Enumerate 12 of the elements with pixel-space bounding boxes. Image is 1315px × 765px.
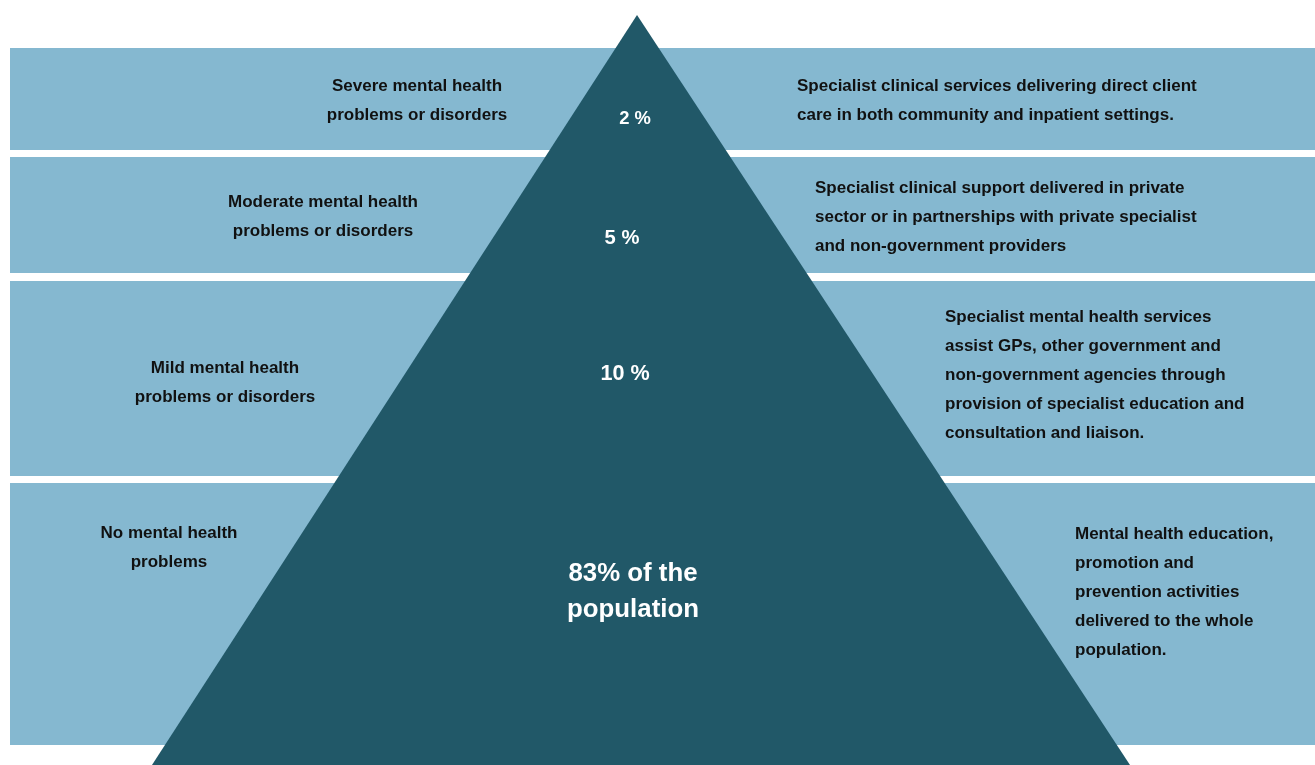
text: Specialist mental health services assist GPs, other government and non-government agencies through provision of specialist education and consultation and liaison. (945, 305, 1246, 444)
data-label: 2 % (618, 106, 652, 130)
category-label: Severe mental health problems or disorders (325, 75, 509, 126)
category-label: Mild mental health problems or disorders (133, 357, 317, 408)
text: Mental health education, promotion and prevention activities delivered to the whole population. (1075, 522, 1275, 661)
text: Specialist clinical support delivered in private sector or in partnerships with private specialist and non-government providers (815, 176, 1198, 257)
data-label: 83% of the population (566, 557, 700, 624)
category-label: Moderate mental health problems or disorders (227, 191, 419, 242)
data-label: 5 % (603, 225, 641, 250)
text: Specialist clinical services delivering direct client care in both community and inpatient settings. (797, 75, 1198, 126)
category-label: No mental health problems (99, 522, 239, 573)
data-label: 10 % (599, 359, 651, 387)
